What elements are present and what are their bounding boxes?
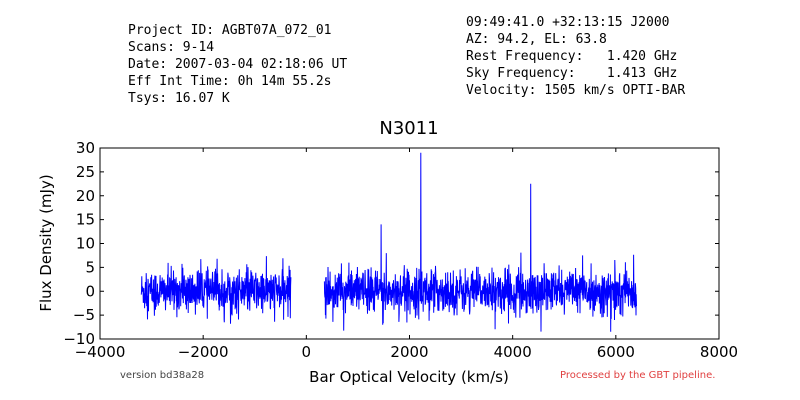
x-tick-label: 4000: [494, 343, 532, 361]
y-tick-label: −10: [63, 330, 95, 348]
project-id: Project ID: AGBT07A_072_01: [128, 23, 332, 38]
y-tick-label: 30: [76, 139, 95, 157]
coordinates: 09:49:41.0 +32:13:15 J2000: [466, 15, 670, 30]
y-tick-label: 15: [76, 211, 95, 229]
x-tick-label: 0: [302, 343, 312, 361]
y-tick-label: −5: [73, 306, 95, 324]
tsys: Tsys: 16.07 K: [128, 91, 230, 106]
y-tick-label: 20: [76, 187, 95, 205]
x-tick-label: −2000: [178, 343, 229, 361]
y-axis: −10 −5 0 5 10 15 20 25 30: [63, 139, 719, 348]
pipeline-credit: Processed by the GBT pipeline.: [560, 370, 716, 381]
y-axis-title: Flux Density (mJy): [37, 174, 55, 311]
scans: Scans: 9-14: [128, 40, 215, 55]
eff-int-time: Eff Int Time: 0h 14m 55.2s: [128, 74, 332, 89]
rest-frequency: Rest Frequency: 1.420 GHz: [466, 49, 678, 64]
x-tick-label: 8000: [700, 343, 738, 361]
x-axis: −4000 −2000 0 2000 4000 6000 8000: [75, 148, 738, 361]
y-tick-label: 25: [76, 163, 95, 181]
velocity: Velocity: 1505 km/s OPTI-BAR: [466, 83, 686, 98]
date: Date: 2007-03-04 02:18:06 UT: [128, 57, 348, 72]
chart-title: N3011: [379, 118, 438, 139]
observation-metadata-left: Project ID: AGBT07A_072_01 Scans: 9-14 D…: [128, 22, 347, 107]
y-tick-label: 5: [85, 258, 95, 276]
version-label: version bd38a28: [120, 370, 205, 381]
x-axis-title: Bar Optical Velocity (km/s): [309, 368, 509, 386]
spectrum-line: [140, 152, 637, 332]
az-el: AZ: 94.2, EL: 63.8: [466, 32, 607, 47]
y-tick-label: 0: [85, 282, 95, 300]
y-tick-label: 10: [76, 235, 95, 253]
x-tick-label: 6000: [597, 343, 635, 361]
x-tick-label: 2000: [390, 343, 428, 361]
x-tick-label: −4000: [75, 343, 126, 361]
sky-frequency: Sky Frequency: 1.413 GHz: [466, 66, 678, 81]
observation-metadata-right: 09:49:41.0 +32:13:15 J2000 AZ: 94.2, EL:…: [466, 14, 685, 99]
